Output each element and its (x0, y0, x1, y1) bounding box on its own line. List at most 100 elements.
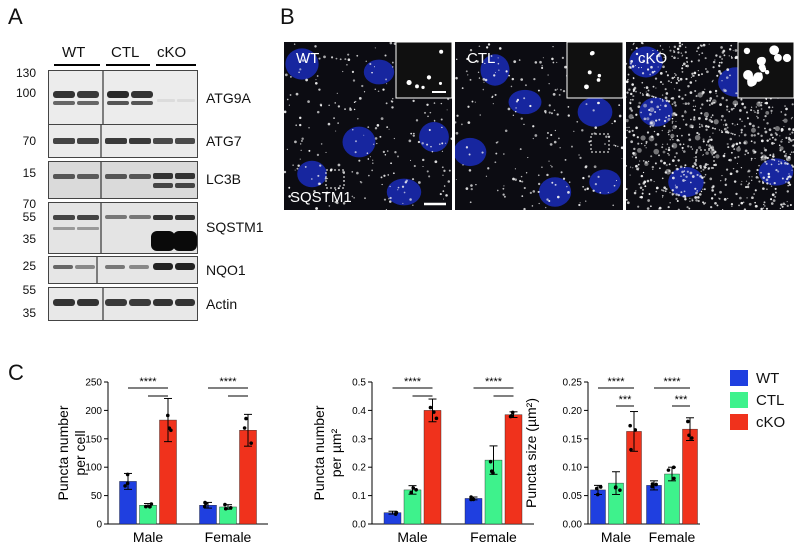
puncta-dot (647, 94, 649, 97)
puncta-dot (762, 181, 765, 184)
puncta-dot (371, 71, 373, 74)
puncta-dot (344, 108, 346, 110)
puncta-dot (734, 156, 737, 159)
puncta-dot (548, 83, 550, 85)
puncta-dot (684, 93, 687, 97)
puncta-dot (688, 207, 691, 210)
puncta-dot (346, 64, 348, 66)
puncta-dot (773, 127, 776, 130)
puncta-dot (584, 165, 588, 169)
puncta-dot (339, 185, 342, 187)
data-point (223, 502, 227, 507)
puncta-dot (532, 190, 536, 193)
puncta-dot (671, 145, 674, 147)
puncta-dot (650, 100, 653, 104)
puncta-dot (658, 53, 661, 55)
puncta-dot (337, 163, 341, 167)
puncta-dot (763, 119, 765, 121)
puncta-dot (675, 197, 678, 200)
puncta-dot (490, 55, 493, 57)
puncta-dot (715, 92, 717, 94)
puncta-dot (771, 158, 774, 161)
puncta-dot (702, 43, 706, 47)
puncta-dot (335, 130, 337, 132)
puncta-dot (758, 180, 761, 183)
puncta-dot (319, 164, 322, 167)
puncta-dot (659, 167, 661, 170)
puncta-dot (537, 89, 540, 92)
puncta-dot (677, 76, 680, 79)
puncta-dot (681, 134, 683, 137)
puncta-dot (669, 49, 672, 52)
puncta-dot (778, 163, 780, 165)
puncta-dot (697, 199, 700, 203)
mw-marker: 70 (22, 197, 36, 211)
inset-puncta (773, 48, 778, 53)
puncta-dot (614, 145, 617, 147)
puncta-dot (476, 60, 479, 63)
data-point (671, 465, 676, 470)
puncta-dot (357, 118, 359, 120)
significance-label: **** (663, 376, 681, 388)
puncta-dot (513, 60, 517, 64)
chart-puncta-size: 0.00 0.05 0.10 0.15 0.20 0.25 Puncta size (µm²… (510, 368, 710, 557)
puncta-dot (465, 70, 468, 73)
mw-marker: 130 (15, 66, 36, 80)
puncta-dot (690, 118, 692, 121)
puncta-dot (665, 99, 669, 102)
puncta-dot (710, 197, 714, 200)
puncta-dot (718, 64, 721, 67)
puncta-dot (712, 80, 714, 82)
puncta-dot (669, 138, 671, 141)
puncta-dot (579, 156, 582, 160)
puncta-dot (645, 86, 649, 89)
puncta-dot (710, 102, 714, 105)
puncta-dot (741, 102, 744, 106)
roi-box (695, 149, 715, 169)
puncta-dot (731, 205, 733, 207)
puncta-dot (760, 108, 763, 110)
puncta-cluster (779, 146, 784, 151)
puncta-dot (299, 116, 302, 120)
puncta-dot (714, 150, 717, 153)
puncta-dot (770, 133, 773, 137)
puncta-cluster (702, 138, 705, 141)
puncta-dot (708, 90, 712, 94)
puncta-dot (630, 109, 634, 112)
puncta-dot (661, 98, 663, 100)
blot-label-lc3b: LC3B (206, 171, 242, 187)
puncta-dot (772, 153, 775, 156)
puncta-dot (689, 200, 691, 203)
blot-lc3b (48, 161, 198, 199)
puncta-dot (334, 189, 337, 191)
puncta-dot (347, 53, 350, 56)
puncta-dot (514, 110, 517, 113)
puncta-dot (613, 120, 616, 123)
puncta-dot (786, 190, 789, 193)
puncta-dot (729, 172, 733, 176)
puncta-dot (548, 160, 550, 162)
puncta-dot (339, 58, 342, 61)
puncta-dot (455, 131, 459, 135)
puncta-dot (718, 197, 721, 200)
inset-puncta (438, 81, 443, 85)
puncta-dot (363, 134, 365, 136)
puncta-dot (626, 96, 627, 98)
puncta-dot (632, 133, 636, 137)
puncta-dot (692, 117, 696, 121)
puncta-dot (342, 70, 344, 73)
puncta-dot (295, 92, 299, 96)
puncta-dot (676, 135, 679, 138)
puncta-dot (677, 57, 679, 60)
puncta-dot (632, 117, 634, 119)
puncta-cluster (703, 112, 709, 118)
puncta-dot (618, 114, 622, 118)
puncta-dot (744, 153, 746, 156)
puncta-dot (775, 168, 778, 172)
puncta-dot (382, 150, 386, 154)
puncta-dot (768, 128, 772, 132)
group-label-wt: WT (62, 44, 86, 61)
puncta-dot (639, 92, 642, 94)
puncta-dot (292, 164, 294, 166)
y-tick-label: 0.4 (352, 406, 366, 417)
